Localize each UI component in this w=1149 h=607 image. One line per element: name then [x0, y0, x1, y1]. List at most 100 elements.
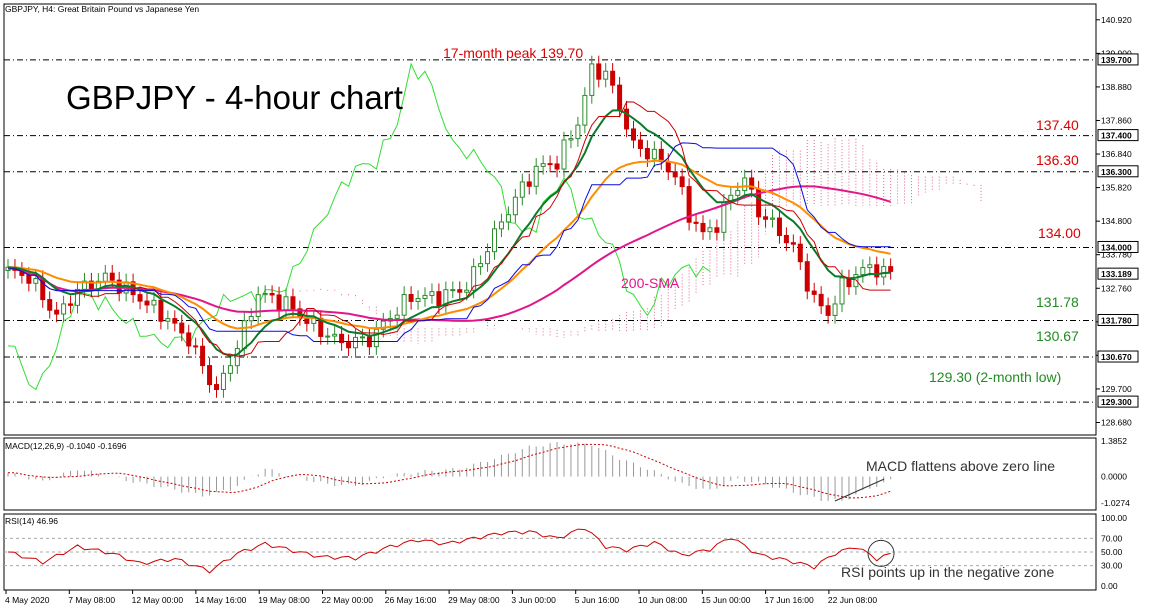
macd-signal-line: [7, 443, 891, 499]
candle-body: [888, 266, 894, 272]
candle-body: [797, 243, 803, 263]
candle-body: [853, 274, 859, 288]
time-tick-label: 5 Jun 16:00: [575, 595, 620, 605]
candle-body: [665, 160, 671, 173]
time-tick-label: 7 May 08:00: [68, 595, 115, 605]
candles: [5, 55, 894, 398]
candle-body: [464, 289, 470, 293]
candle-body: [290, 296, 296, 310]
candle-body: [68, 303, 74, 306]
level-price-box: [1097, 240, 1139, 253]
candle-body: [519, 181, 525, 198]
level-label: 131.78: [1036, 294, 1079, 310]
candle-body: [269, 293, 275, 296]
candle-body: [721, 201, 727, 233]
candle-body: [526, 181, 532, 187]
candle-body: [617, 84, 623, 110]
level-price-box-label: 130.670: [1101, 352, 1132, 362]
macd-tick-label: 1.3852: [1101, 436, 1127, 446]
candle-body: [220, 372, 226, 391]
price-tick-label: 138.880: [1101, 82, 1132, 92]
candle-body: [339, 333, 345, 344]
candle-body: [478, 263, 484, 268]
candle-body: [144, 300, 150, 306]
candle-body: [47, 299, 53, 311]
level-label: 129.30 (2-month low): [929, 369, 1061, 385]
level-price-box-label: 139.700: [1101, 55, 1132, 65]
time-tick-label: 12 May 00:00: [132, 595, 184, 605]
level-price-box: [1097, 350, 1139, 363]
candle-body: [693, 221, 699, 224]
candle-body: [262, 293, 268, 296]
level-price-box-label: 129.300: [1101, 397, 1132, 407]
candle-body: [512, 196, 518, 216]
level-price-box: [1097, 395, 1139, 408]
price-tick-label: 136.840: [1101, 149, 1132, 159]
candle-body: [644, 148, 650, 160]
candle-body: [832, 303, 838, 316]
time-tick-label: 4 May 2020: [5, 595, 50, 605]
rsi-tick-label: 0.00: [1101, 581, 1118, 591]
candle-body: [575, 124, 581, 140]
candle-body: [346, 342, 352, 349]
candle-body: [283, 296, 289, 311]
candle-body: [248, 315, 254, 322]
candle-body: [533, 165, 539, 187]
candle-body: [561, 139, 567, 170]
candle-body: [825, 305, 831, 316]
price-tick-label: 135.820: [1101, 183, 1132, 193]
rsi-pane: 100.00 70.00 50.00 30.00 0.00: [3, 513, 1127, 591]
candle-body: [415, 298, 421, 302]
candle-body: [589, 63, 595, 96]
candle-body: [109, 272, 115, 281]
candle-body: [457, 289, 463, 293]
candle-body: [26, 274, 32, 284]
green-ma-line: [7, 109, 891, 357]
time-tick-label: 3 Jun 00:00: [511, 595, 556, 605]
tenkan-line: [8, 101, 891, 357]
price-tick-label: 134.800: [1101, 216, 1132, 226]
time-tick-label: 26 May 16:00: [385, 595, 437, 605]
candle-body: [33, 278, 39, 284]
candle-body: [637, 139, 643, 150]
current-price-box: [1097, 267, 1139, 280]
candle-body: [234, 348, 240, 367]
candle-body: [790, 242, 796, 245]
candle-body: [860, 267, 866, 276]
symbol-header: GBPJPY, H4: Great Britain Pound vs Japan…: [5, 4, 199, 14]
candle-body: [603, 70, 609, 80]
time-tick-label: 10 Jun 08:00: [638, 595, 687, 605]
level-price-box-label: 136.300: [1101, 167, 1132, 177]
time-tick-label: 19 May 08:00: [258, 595, 310, 605]
candle-body: [353, 336, 358, 349]
candle-body: [568, 138, 574, 141]
candle-body: [624, 108, 630, 130]
rsi-header: RSI(14) 46.96: [5, 516, 58, 526]
candle-body: [742, 177, 748, 192]
candle-body: [61, 303, 67, 315]
candle-body: [631, 128, 636, 141]
candle-body: [804, 261, 810, 292]
time-tick-label: 22 May 00:00: [322, 595, 374, 605]
candle-body: [874, 264, 880, 278]
price-tick-label: 133.780: [1101, 250, 1132, 260]
price-pane-frame: [3, 3, 1097, 436]
level-price-box-label: 134.000: [1101, 242, 1132, 252]
candle-body: [186, 332, 192, 347]
rsi-annotation: RSI points up in the negative zone: [841, 564, 1054, 580]
candle-body: [255, 294, 261, 317]
macd-tick-label: -1.0274: [1101, 498, 1130, 508]
candle-body: [749, 177, 755, 190]
candle-body: [401, 293, 407, 316]
level-price-box: [1097, 165, 1139, 178]
current-price-label: 133.189: [1101, 269, 1132, 279]
rsi-highlight-circle: [867, 539, 895, 567]
candle-body: [582, 94, 588, 126]
candle-body: [554, 163, 560, 170]
candle-body: [172, 318, 178, 324]
macd-tick-label: 0.0000: [1101, 472, 1127, 482]
candle-body: [596, 63, 602, 80]
orange-ma-line: [7, 159, 891, 330]
